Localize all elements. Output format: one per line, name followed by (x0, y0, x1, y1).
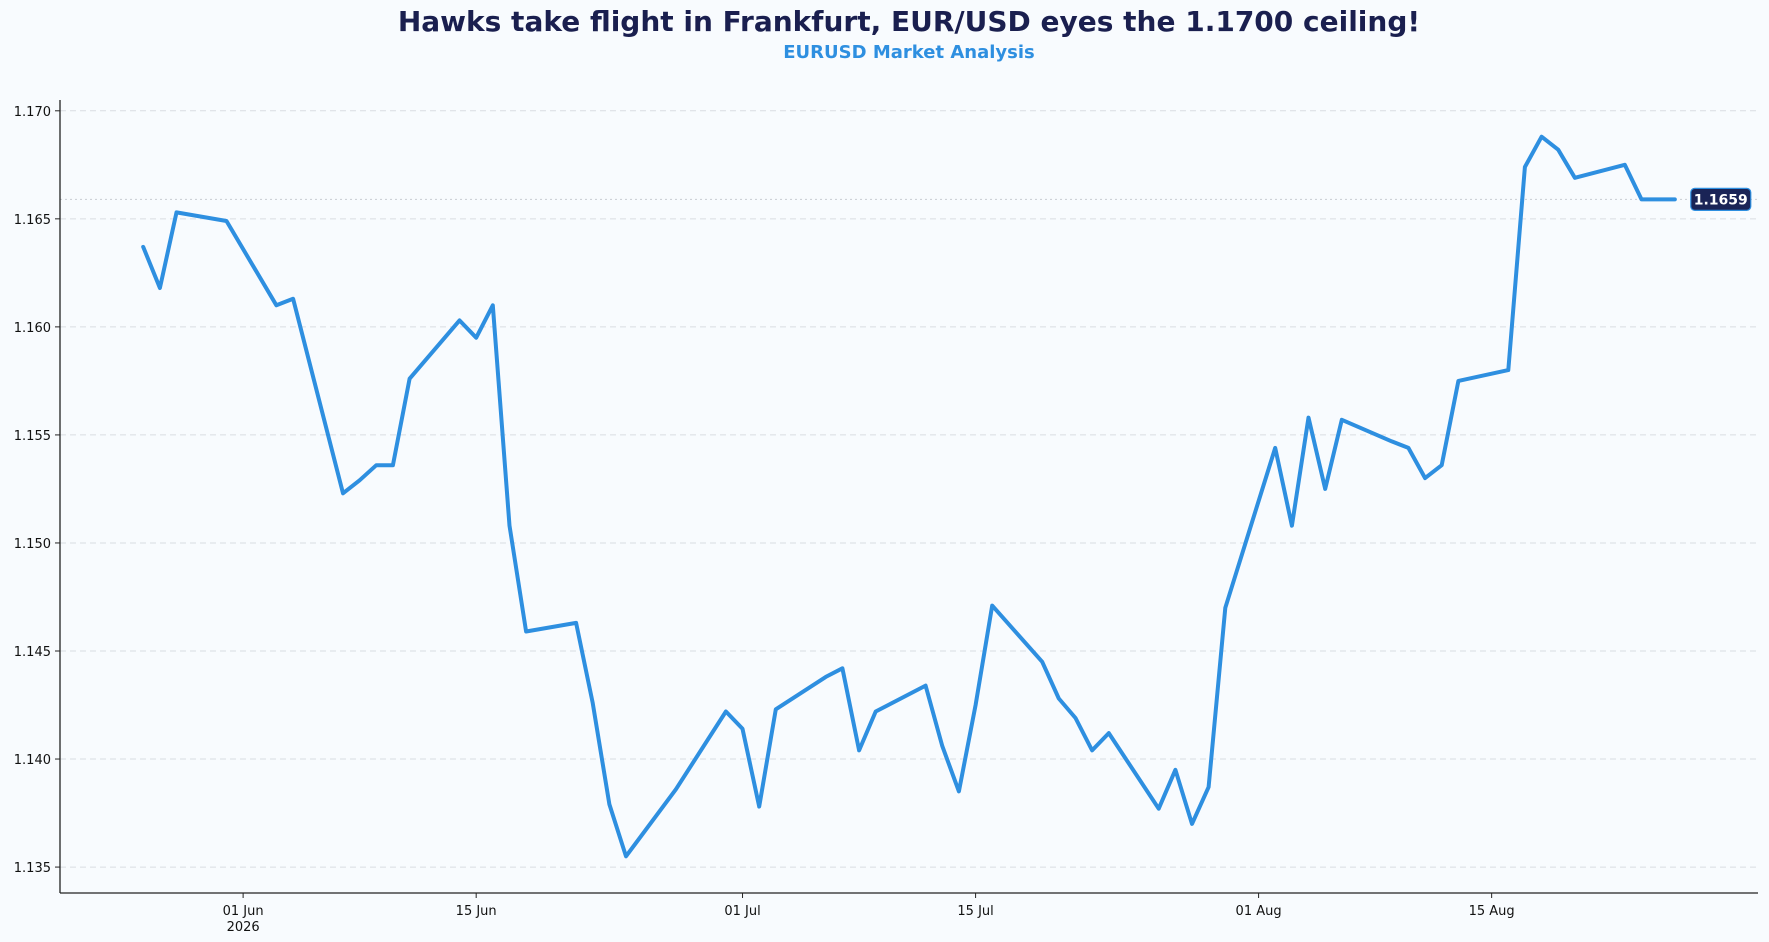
x-tick-label: 01 Jun (223, 904, 264, 919)
series-line (141, 134, 1677, 859)
x-tick-label: 15 Jun (456, 904, 497, 919)
y-tick-label: 1.135 (14, 861, 51, 876)
series-layer (141, 134, 1677, 859)
last-value-label-text: 1.1659 (1694, 192, 1748, 208)
x-tick-year-label: 2026 (227, 920, 260, 935)
y-tick-label: 1.160 (14, 321, 51, 336)
x-tick-label: 01 Jul (724, 904, 760, 919)
y-tick-label: 1.145 (14, 645, 51, 660)
y-axis-ticks: 1.135 1.140 1.145 1.150 1.155 1.160 1.165 1.170 (14, 105, 60, 876)
y-tick-label: 1.150 (14, 537, 51, 552)
last-value-badge (1690, 187, 1752, 211)
y-tick-label: 1.165 (14, 213, 51, 228)
axes (59, 100, 1758, 894)
chart-title: Hawks take flight in Frankfurt, EUR/USD … (398, 5, 1420, 38)
chart-subtitle: EURUSD Market Analysis (783, 42, 1034, 63)
last-value-label: 1.1659 (1690, 187, 1752, 211)
x-tick-label: 15 Jul (957, 904, 993, 919)
y-tick-label: 1.170 (14, 105, 51, 120)
x-tick-label: 15 Aug (1469, 904, 1515, 919)
x-tick-label: 01 Aug (1236, 904, 1282, 919)
y-tick-label: 1.155 (14, 429, 51, 444)
y-tick-label: 1.140 (14, 753, 51, 768)
grid-lines (60, 110, 1758, 868)
